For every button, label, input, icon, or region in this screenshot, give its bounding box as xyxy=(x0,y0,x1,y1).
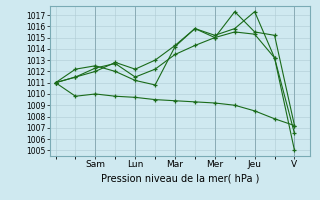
X-axis label: Pression niveau de la mer( hPa ): Pression niveau de la mer( hPa ) xyxy=(101,173,259,183)
